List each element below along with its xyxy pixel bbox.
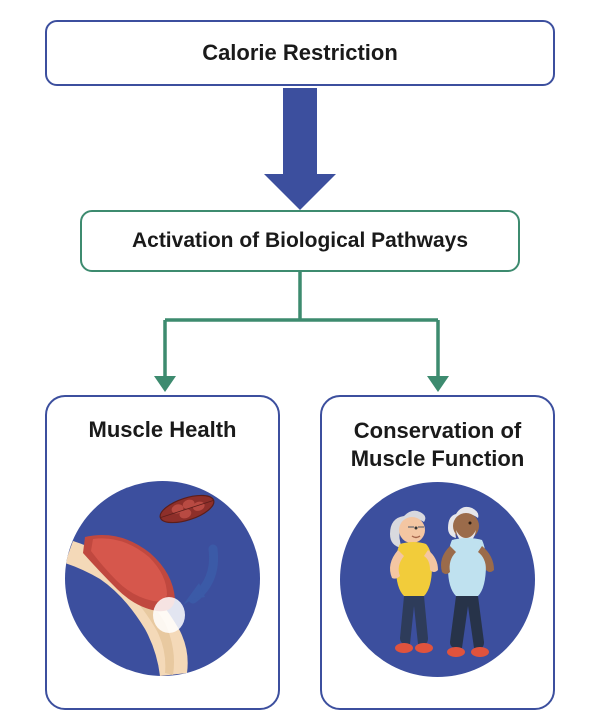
card-muscle-health: Muscle Health — [45, 395, 280, 710]
branch-connector — [0, 270, 600, 398]
elderly-couple-jogging-icon — [340, 482, 535, 677]
card-muscle-health-label: Muscle Health — [89, 417, 237, 443]
node-activation: Activation of Biological Pathways — [80, 210, 520, 272]
arm-muscle-anatomy-icon — [65, 481, 260, 676]
card-conservation: Conservation of Muscle Function — [320, 395, 555, 710]
node-activation-label: Activation of Biological Pathways — [132, 229, 468, 253]
curved-arrow-icon — [183, 549, 214, 605]
arrow-main — [264, 88, 336, 210]
node-calorie-restriction-label: Calorie Restriction — [202, 40, 398, 66]
flowchart-canvas: Calorie Restriction Activation of Biolog… — [0, 0, 600, 728]
card-conservation-label: Conservation of Muscle Function — [336, 417, 539, 472]
node-calorie-restriction: Calorie Restriction — [45, 20, 555, 86]
